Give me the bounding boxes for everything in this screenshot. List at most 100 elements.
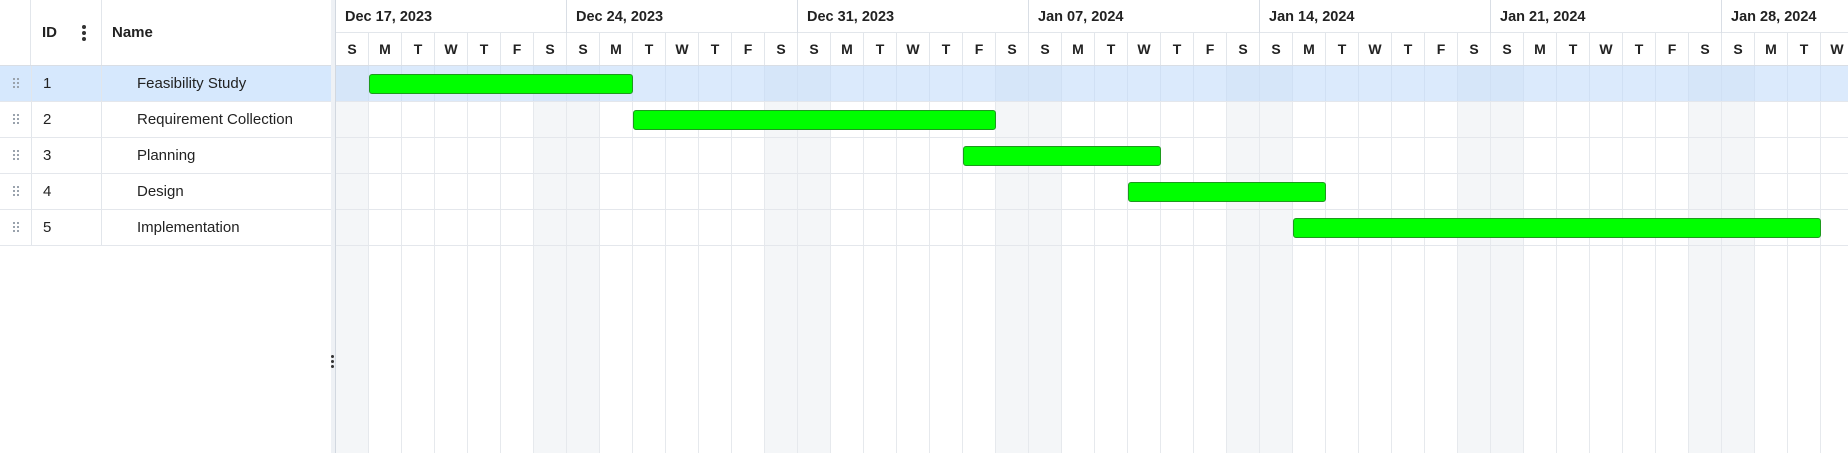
table-row[interactable]: 1 Feasibility Study: [0, 66, 331, 102]
day-header: W: [666, 33, 699, 65]
day-header: M: [600, 33, 633, 65]
week-header: Dec 31, 2023: [798, 0, 1029, 33]
task-bar[interactable]: [1128, 182, 1326, 202]
day-header: S: [1491, 33, 1524, 65]
day-header: T: [1392, 33, 1425, 65]
day-column: [600, 66, 633, 453]
splitter-handle-icon[interactable]: [331, 355, 335, 369]
day-header: T: [930, 33, 963, 65]
day-column: [1326, 66, 1359, 453]
day-header: T: [1326, 33, 1359, 65]
drag-handle-icon[interactable]: [13, 114, 21, 126]
week-header: Jan 14, 2024: [1260, 0, 1491, 33]
table-row[interactable]: 5 Implementation: [0, 210, 331, 246]
day-column: [567, 66, 600, 453]
name-column-header[interactable]: Name: [102, 0, 331, 65]
task-id-cell: 3: [31, 138, 102, 173]
id-column-header[interactable]: ID: [31, 0, 102, 65]
day-header: M: [1293, 33, 1326, 65]
task-bar[interactable]: [963, 146, 1161, 166]
table-row[interactable]: 4 Design: [0, 174, 331, 210]
day-column: [1359, 66, 1392, 453]
drag-handle-icon[interactable]: [13, 186, 21, 198]
day-column: [1524, 66, 1557, 453]
day-header: F: [963, 33, 996, 65]
day-header: W: [1590, 33, 1623, 65]
day-column: [534, 66, 567, 453]
day-header: F: [1425, 33, 1458, 65]
day-header: F: [1656, 33, 1689, 65]
task-name-cell: Implementation: [137, 219, 240, 236]
day-column: [864, 66, 897, 453]
day-header: W: [1359, 33, 1392, 65]
task-id-cell: 1: [31, 66, 102, 101]
day-header: S: [1260, 33, 1293, 65]
day-header: T: [699, 33, 732, 65]
drag-handle-icon[interactable]: [13, 78, 21, 90]
day-header: S: [996, 33, 1029, 65]
day-column: [633, 66, 666, 453]
day-column: [831, 66, 864, 453]
day-column: [1788, 66, 1821, 453]
day-column: [1590, 66, 1623, 453]
task-name-cell: Feasibility Study: [137, 75, 247, 92]
timeline-week-header: Dec 17, 2023 Dec 24, 2023 Dec 31, 2023 Jan …: [336, 0, 1848, 33]
day-header: T: [1161, 33, 1194, 65]
name-column-label: Name: [112, 24, 153, 41]
day-column: [1293, 66, 1326, 453]
table-row[interactable]: 2 Requirement Collection: [0, 102, 331, 138]
day-column: [765, 66, 798, 453]
day-column: [1062, 66, 1095, 453]
day-column: [1458, 66, 1491, 453]
day-column: [402, 66, 435, 453]
day-header: F: [501, 33, 534, 65]
day-column: [1161, 66, 1194, 453]
week-header: Jan 21, 2024: [1491, 0, 1722, 33]
day-header: T: [1095, 33, 1128, 65]
week-header: Jan 07, 2024: [1029, 0, 1260, 33]
week-header: Dec 17, 2023: [336, 0, 567, 33]
timeline-body: [336, 66, 1848, 453]
task-name-cell: Planning: [137, 147, 196, 164]
task-bar[interactable]: [369, 74, 633, 94]
task-name-cell: Requirement Collection: [137, 111, 293, 128]
day-header: M: [369, 33, 402, 65]
row-divider: [336, 173, 1848, 174]
task-bar[interactable]: [633, 110, 996, 130]
day-column: [897, 66, 930, 453]
drag-handle-icon[interactable]: [13, 222, 21, 234]
day-column: [666, 66, 699, 453]
day-header: T: [1557, 33, 1590, 65]
day-header: S: [1689, 33, 1722, 65]
day-header: S: [534, 33, 567, 65]
task-bar[interactable]: [1293, 218, 1821, 238]
day-column: [1491, 66, 1524, 453]
day-column: [1392, 66, 1425, 453]
week-header: Dec 24, 2023: [567, 0, 798, 33]
day-column: [1557, 66, 1590, 453]
day-header: F: [732, 33, 765, 65]
day-header: S: [1458, 33, 1491, 65]
day-header: M: [831, 33, 864, 65]
day-header: W: [1821, 33, 1848, 65]
grid-splitter[interactable]: [331, 0, 336, 453]
day-header: T: [633, 33, 666, 65]
day-column: [435, 66, 468, 453]
day-header: T: [1623, 33, 1656, 65]
day-column: [1821, 66, 1848, 453]
day-column: [336, 66, 369, 453]
day-column: [1623, 66, 1656, 453]
day-column: [930, 66, 963, 453]
day-column: [1260, 66, 1293, 453]
day-column: [996, 66, 1029, 453]
drag-handle-icon[interactable]: [13, 150, 21, 162]
day-header: S: [1227, 33, 1260, 65]
day-column: [963, 66, 996, 453]
day-column: [1128, 66, 1161, 453]
day-header: S: [336, 33, 369, 65]
table-row[interactable]: 3 Planning: [0, 138, 331, 174]
day-header: T: [402, 33, 435, 65]
day-column: [1095, 66, 1128, 453]
column-menu-icon[interactable]: [82, 25, 86, 41]
